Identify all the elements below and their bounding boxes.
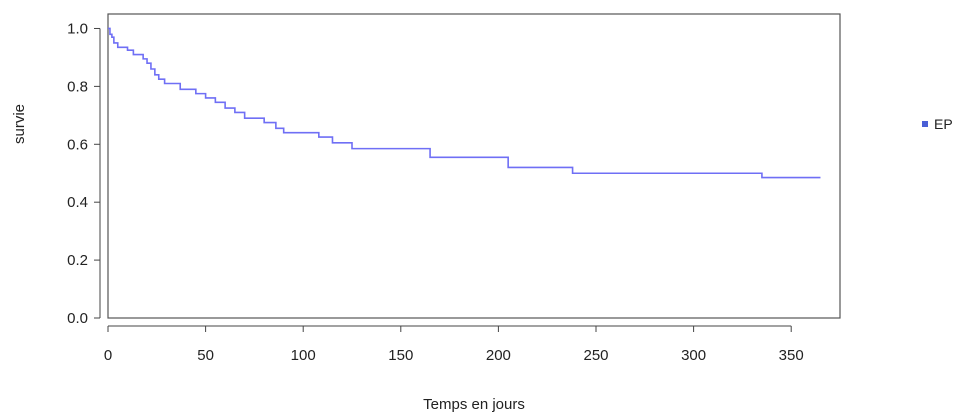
series-line-ep xyxy=(108,27,821,179)
y-axis: 0.0 0.2 0.4 0.6 0.8 1.0 xyxy=(67,20,101,327)
y-tick-label: 0.4 xyxy=(67,194,88,211)
series-layer xyxy=(108,27,821,179)
x-axis: 0 50 100 150 200 250 300 350 xyxy=(104,325,804,364)
x-tick-label: 350 xyxy=(779,347,804,364)
x-axis-title: Temps en jours xyxy=(423,396,525,413)
legend: EP xyxy=(922,116,953,132)
legend-label-ep: EP xyxy=(934,116,953,132)
plot-area xyxy=(107,13,841,319)
y-axis-title: survie xyxy=(11,104,28,144)
y-tick-label: 0.8 xyxy=(67,78,88,95)
x-tick-label: 300 xyxy=(681,347,706,364)
y-tick-label: 1.0 xyxy=(67,20,88,37)
x-tick-label: 100 xyxy=(291,347,316,364)
x-tick-label: 200 xyxy=(486,347,511,364)
x-tick-label: 50 xyxy=(197,347,214,364)
y-tick-label: 0.6 xyxy=(67,136,88,153)
x-tick-label: 250 xyxy=(583,347,608,364)
legend-swatch-ep xyxy=(922,121,928,127)
x-tick-label: 0 xyxy=(104,347,112,364)
y-tick-label: 0.0 xyxy=(67,310,88,327)
y-tick-label: 0.2 xyxy=(67,252,88,269)
x-tick-label: 150 xyxy=(388,347,413,364)
